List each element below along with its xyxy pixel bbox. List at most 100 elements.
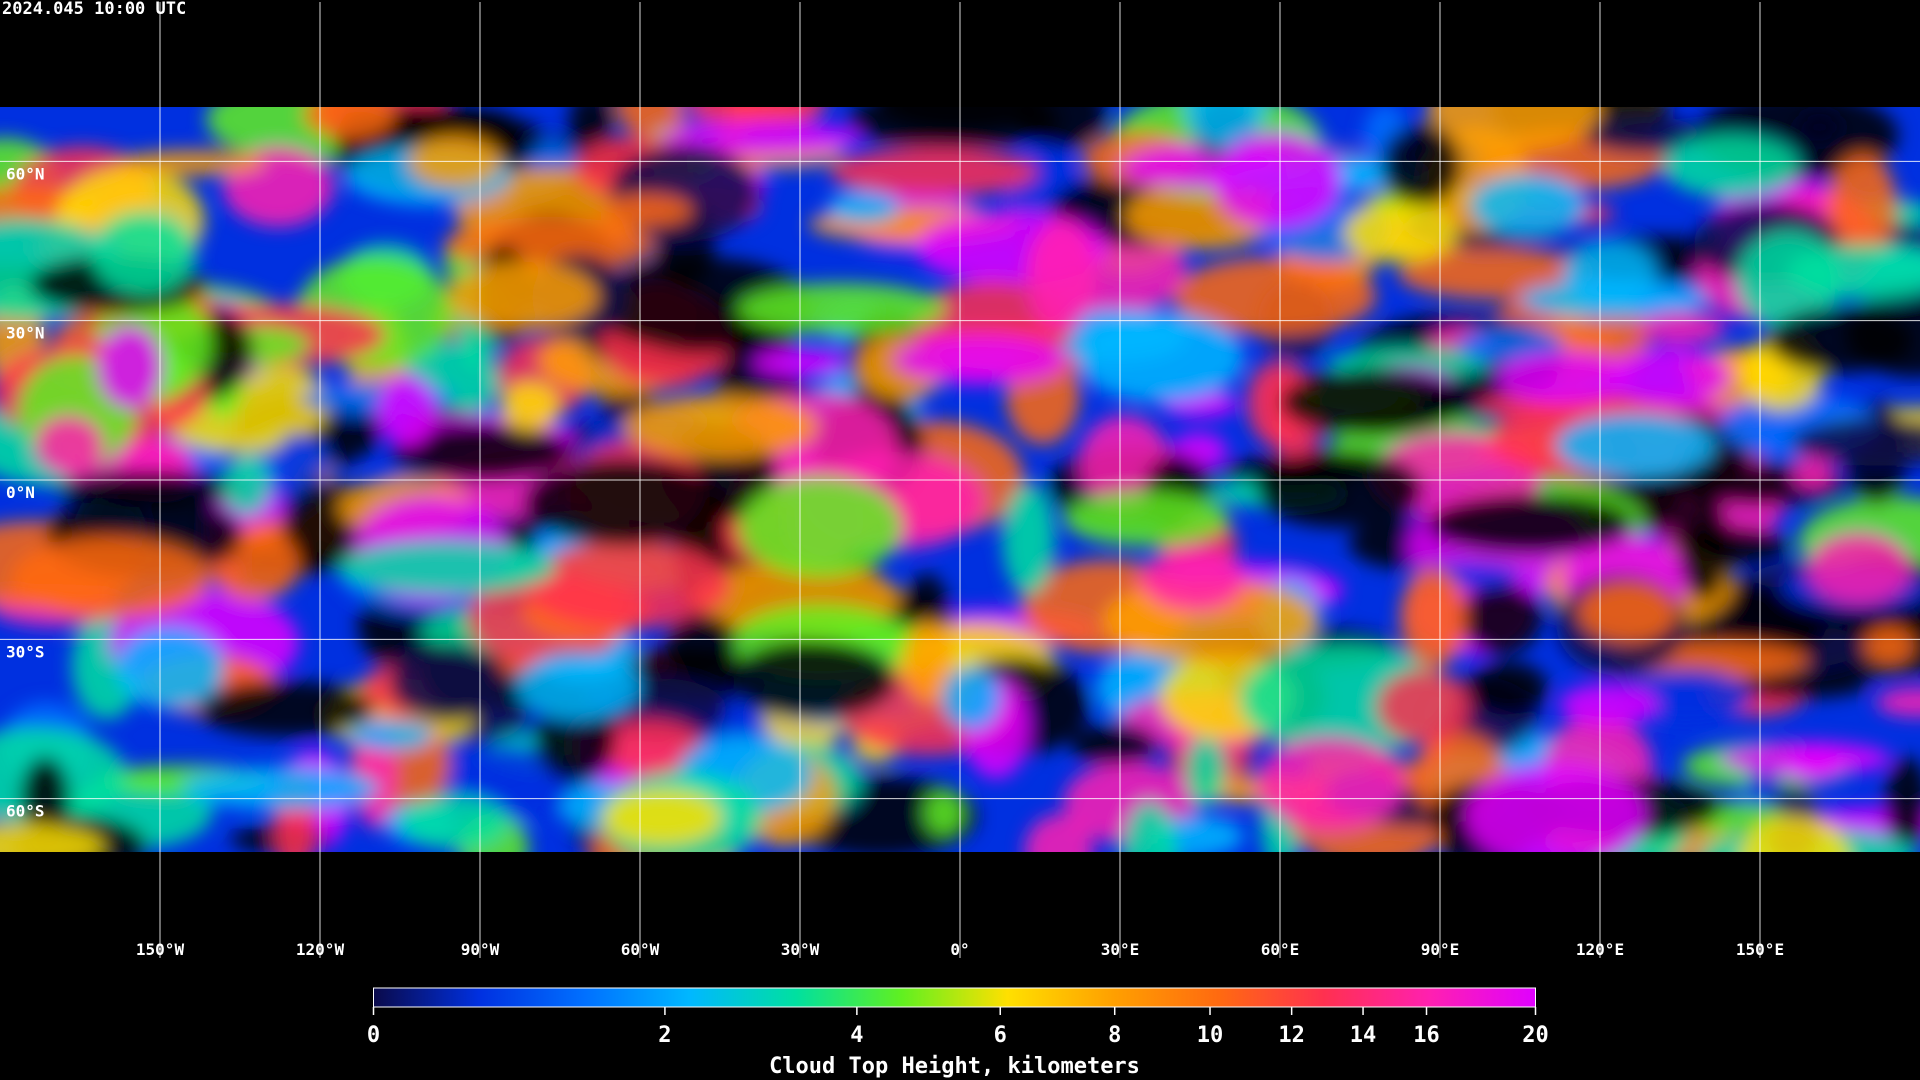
cloud bbox=[1400, 567, 1467, 669]
colorbar-tick-label: 6 bbox=[994, 1023, 1007, 1048]
cloud bbox=[829, 147, 1038, 197]
lon-label: 60°E bbox=[1261, 940, 1300, 959]
cloud bbox=[738, 476, 902, 578]
cloud bbox=[1121, 800, 1178, 852]
cloud bbox=[392, 423, 571, 481]
cloud bbox=[1863, 626, 1915, 666]
cloud bbox=[197, 680, 375, 737]
cloud bbox=[1002, 483, 1055, 595]
cloud bbox=[348, 720, 435, 751]
cloud bbox=[666, 614, 737, 676]
cloud bbox=[1469, 661, 1548, 715]
cloud bbox=[446, 261, 599, 331]
cloud bbox=[1884, 756, 1920, 850]
cloud bbox=[1577, 581, 1677, 644]
cloud bbox=[1071, 724, 1157, 765]
lon-label: 90°W bbox=[461, 940, 500, 959]
cloud bbox=[1255, 735, 1405, 831]
cloud bbox=[1786, 244, 1920, 301]
cloud bbox=[1584, 116, 1704, 155]
cloud bbox=[1563, 240, 1657, 306]
cloud bbox=[499, 381, 560, 432]
cloud bbox=[1380, 123, 1462, 207]
cloud bbox=[337, 541, 557, 595]
cloud bbox=[737, 282, 947, 335]
colorbar: 0 2 4 6 8 10 12 14 16 20 Cloud Top Height, kilomet… bbox=[367, 987, 1549, 1079]
cloud bbox=[1246, 360, 1310, 447]
cloud bbox=[602, 194, 693, 227]
cloud bbox=[1663, 134, 1800, 198]
cloud bbox=[1734, 670, 1869, 699]
colorbar-label: Cloud Top Height, kilometers bbox=[769, 1054, 1140, 1079]
cloud bbox=[1171, 257, 1377, 335]
cloud bbox=[1376, 669, 1470, 744]
colorbar-tick-label: 12 bbox=[1278, 1023, 1305, 1048]
cloud-blobs bbox=[0, 107, 1920, 852]
cloud bbox=[1256, 450, 1424, 528]
cloud bbox=[389, 643, 507, 722]
cloud bbox=[1678, 491, 1730, 601]
cloud bbox=[1609, 346, 1731, 405]
lon-label: 0° bbox=[950, 940, 969, 959]
cloud bbox=[222, 455, 271, 516]
cloud bbox=[1015, 107, 1106, 149]
lat-label: 60°N bbox=[6, 164, 45, 183]
cloud bbox=[728, 640, 897, 719]
cloud bbox=[594, 256, 810, 353]
cloud bbox=[827, 190, 900, 224]
cloud bbox=[847, 107, 1060, 149]
cloud bbox=[1555, 413, 1716, 478]
colorbar-tick-label: 14 bbox=[1350, 1023, 1377, 1048]
colorbar-tick-label: 10 bbox=[1197, 1023, 1224, 1048]
lat-label: 30°N bbox=[6, 324, 45, 343]
graticule: 150°W 120°W 90°W 60°W 30°W 0° 30°E 60°E 90°E 120°… bbox=[0, 2, 1920, 959]
cloud bbox=[1738, 815, 1851, 852]
cloud bbox=[1637, 311, 1727, 345]
cloud bbox=[1470, 173, 1587, 237]
cloud bbox=[10, 536, 212, 619]
cloud bbox=[1559, 683, 1659, 727]
colorbar-tick-label: 4 bbox=[850, 1023, 863, 1048]
colorbar-bar bbox=[373, 987, 1536, 1008]
cloud bbox=[1806, 531, 1912, 604]
lon-label: 90°E bbox=[1421, 940, 1460, 959]
cloud bbox=[115, 626, 225, 709]
cloud bbox=[377, 372, 437, 447]
lon-label: 120°E bbox=[1576, 940, 1624, 959]
cloud bbox=[1185, 735, 1226, 806]
cloud bbox=[923, 789, 964, 836]
cloud bbox=[1141, 547, 1246, 611]
cloud bbox=[1784, 746, 1846, 783]
cloud bbox=[515, 652, 641, 721]
cloud bbox=[91, 211, 197, 295]
cloud bbox=[182, 766, 380, 810]
cloud bbox=[609, 144, 760, 241]
cloud bbox=[1875, 687, 1920, 718]
colorbar-tick-label: 8 bbox=[1108, 1023, 1121, 1048]
cloud bbox=[1767, 307, 1913, 374]
cloud bbox=[1344, 203, 1458, 263]
cloud bbox=[902, 620, 957, 704]
cloud bbox=[568, 107, 615, 139]
lon-label: 60°W bbox=[621, 940, 660, 959]
lon-label: 150°W bbox=[136, 940, 185, 959]
cloud bbox=[96, 325, 163, 409]
cloud bbox=[523, 459, 725, 546]
colorbar-tick-label: 0 bbox=[367, 1023, 380, 1048]
cloud bbox=[1427, 493, 1634, 554]
title: 2024.045 10:00 UTC bbox=[2, 0, 186, 19]
cloud bbox=[601, 788, 723, 846]
cloud bbox=[33, 415, 104, 476]
cloud bbox=[1024, 814, 1094, 852]
cloud bbox=[0, 822, 105, 852]
lat-label: 30°S bbox=[6, 642, 45, 661]
cloud bbox=[1063, 491, 1230, 547]
cloud bbox=[941, 666, 1001, 730]
cloud bbox=[1212, 131, 1342, 230]
cloud bbox=[892, 334, 1067, 386]
cloud bbox=[1076, 312, 1244, 402]
cloud bbox=[658, 120, 862, 156]
colorbar-tick-label: 16 bbox=[1413, 1023, 1440, 1048]
cloud bbox=[1791, 453, 1835, 491]
